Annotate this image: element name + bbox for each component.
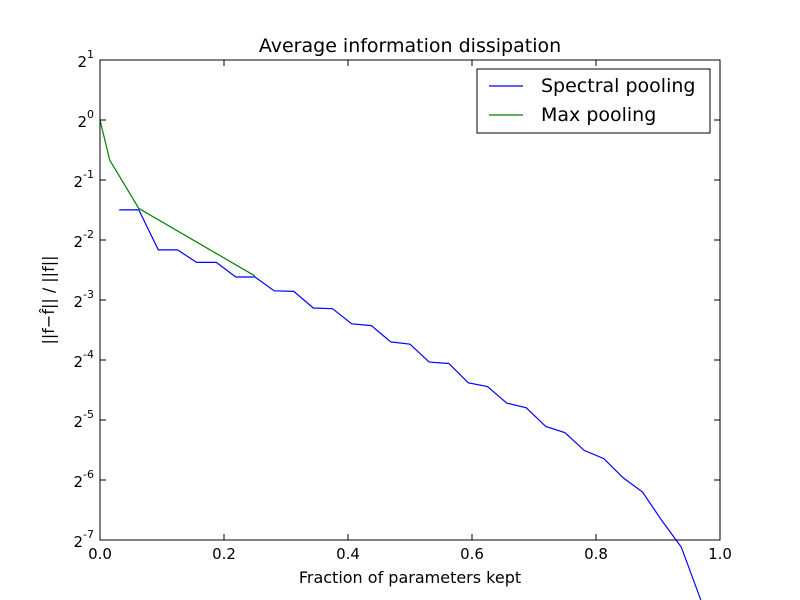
y-tick-label: 2-5	[73, 408, 94, 431]
legend-box	[476, 68, 711, 134]
legend-label-spectral-pooling: Spectral pooling	[541, 75, 695, 97]
x-tick-label: 0.8	[584, 545, 608, 563]
x-tick-label: 1.0	[708, 545, 732, 563]
y-axis-title: ||f−f̂|| / ||f||	[39, 256, 58, 345]
y-tick-label: 2-4	[73, 348, 94, 371]
series-line-max-pooling	[99, 119, 256, 277]
y-tick-label: 21	[77, 48, 94, 71]
y-tick-label: 20	[77, 108, 94, 131]
x-tick-label: 0.4	[336, 545, 360, 563]
y-tick-label: 2-1	[73, 168, 94, 191]
x-axis: 0.0 0.2 0.4 0.6 0.8 1.0	[88, 60, 732, 563]
y-tick-label: 2-6	[73, 468, 94, 491]
y-axis: 21 20 2-1 2-2 2-3 2-4 2-5 2-6 2-7	[73, 48, 720, 551]
x-tick-label: 0.0	[88, 545, 112, 563]
y-tick-label: 2-7	[73, 528, 94, 551]
y-tick-label: 2-2	[73, 228, 94, 251]
series-group	[99, 119, 702, 600]
chart-title: Average information dissipation	[259, 35, 561, 57]
y-tick-label: 2-3	[73, 288, 94, 311]
x-tick-label: 0.2	[212, 545, 236, 563]
series-line-spectral-pooling	[119, 209, 702, 600]
x-axis-title: Fraction of parameters kept	[299, 568, 521, 587]
legend-label-max-pooling: Max pooling	[541, 104, 656, 126]
x-tick-label: 0.6	[460, 545, 484, 563]
legend: Spectral pooling Max pooling	[476, 68, 711, 134]
